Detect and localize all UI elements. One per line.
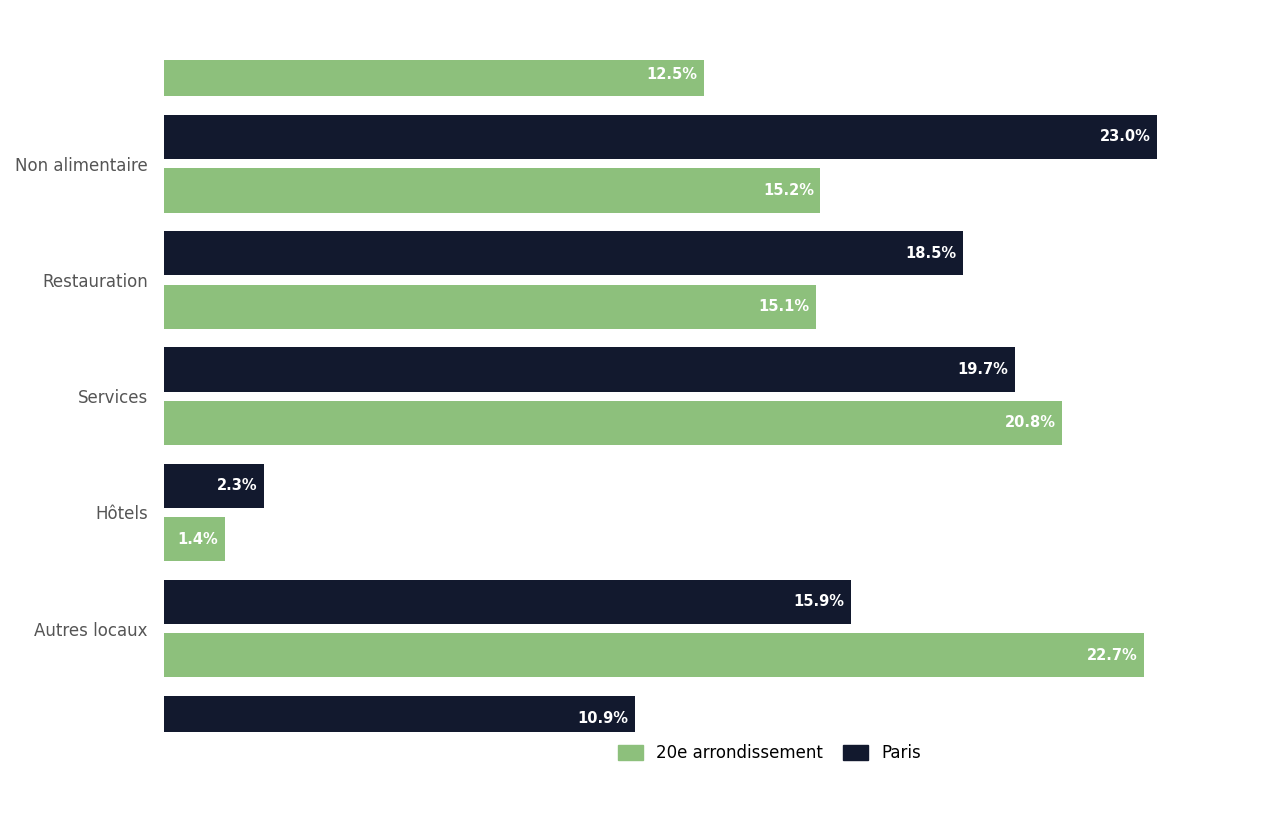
Bar (164, 580, 851, 624)
Bar (164, 115, 1157, 159)
Bar (164, 347, 1015, 391)
Text: 18.5%: 18.5% (905, 246, 956, 261)
Text: 19.7%: 19.7% (957, 362, 1009, 377)
Bar (164, 633, 1144, 677)
Bar (164, 517, 225, 561)
Text: 15.2%: 15.2% (763, 183, 814, 198)
Bar (164, 696, 635, 740)
Text: 22.7%: 22.7% (1087, 648, 1138, 663)
Text: 15.9%: 15.9% (794, 595, 845, 610)
Bar (164, 0, 579, 43)
Text: 1.4%: 1.4% (178, 531, 219, 546)
Text: 12.3%: 12.3% (637, 764, 689, 779)
Bar (164, 53, 704, 96)
Legend: 20e arrondissement, Paris: 20e arrondissement, Paris (609, 736, 929, 771)
Bar (164, 231, 963, 275)
Bar (164, 284, 817, 329)
Bar (164, 464, 264, 508)
Text: 9.6%: 9.6% (531, 13, 572, 28)
Text: 15.1%: 15.1% (759, 299, 810, 314)
Text: 2.3%: 2.3% (216, 478, 257, 493)
Bar (164, 168, 820, 213)
Text: 10.9%: 10.9% (577, 711, 628, 726)
Bar (164, 401, 1062, 445)
Bar (164, 750, 695, 794)
Text: 12.5%: 12.5% (646, 67, 698, 82)
Text: 23.0%: 23.0% (1100, 129, 1151, 144)
Text: 20.8%: 20.8% (1005, 415, 1056, 430)
